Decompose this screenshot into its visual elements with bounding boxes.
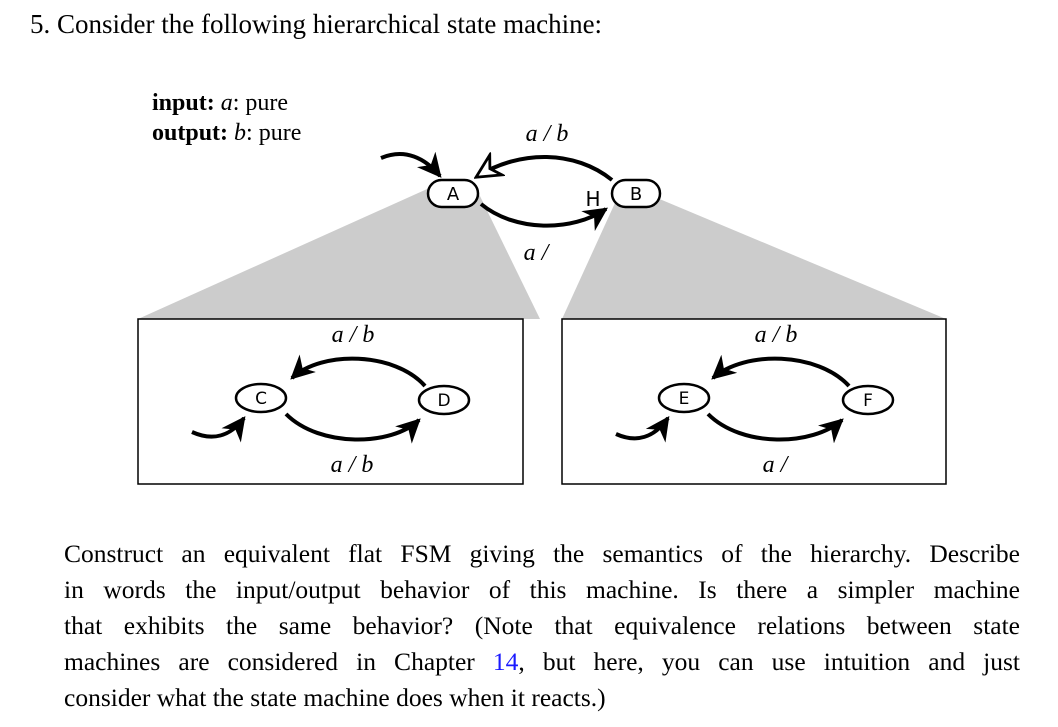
output-declaration: output: b: pure [152,118,301,148]
transition-A-to-B [479,202,608,232]
refinement-wedge-A [138,185,540,319]
output-type: : pure [246,120,302,146]
state-A-label: A [447,184,460,205]
question-line-2: in words the input/output behavior of th… [64,575,1020,604]
output-signal: b [234,120,247,146]
transition-E-to-F [706,412,844,444]
refinement-wedge-B [562,192,946,319]
transition-F-to-E [711,354,851,388]
transition-B-to-A [478,157,614,182]
question-line-1: Construct an equivalent flat FSM giving … [64,539,1020,568]
label-C-to-D: a / b [331,452,374,478]
chapter-link[interactable]: 14 [492,647,519,676]
initial-arrow-C [191,416,246,443]
input-signal: a [220,90,233,116]
output-keyword: output: [152,120,229,146]
label-B-to-A: a / b [526,121,569,147]
label-F-to-E: a / b [755,322,798,348]
question-line-5: consider what the state machine does whe… [64,683,606,712]
problem-heading: 5. Consider the following hierarchical s… [30,4,602,44]
state-E-label: E [679,389,690,409]
input-declaration: input: a: pure [152,88,288,118]
state-C: C [234,382,288,414]
label-D-to-C: a / b [332,322,375,348]
history-marker: H [585,187,600,211]
initial-arrow-A [380,151,442,178]
initial-arrow-E [615,416,670,443]
state-D-label: D [437,391,450,411]
state-C-label: C [255,389,267,409]
state-F: F [841,384,895,416]
question-line-4-end: , but here, you can use intuition and ju… [518,647,1021,676]
label-A-to-B: a / [524,240,551,266]
state-B-label: B [630,184,642,205]
state-F-label: F [863,391,873,411]
input-keyword: input: [152,90,215,116]
question-line-3: that exhibits the same behavior? (Note t… [64,611,1020,640]
question-line-4-start: machines are considered in Chapter [64,647,475,676]
transition-D-to-C [290,354,427,388]
state-D: D [417,384,471,416]
input-type: : pure [232,90,289,116]
problem-number: 5. [30,9,51,39]
label-E-to-F: a / [763,452,790,478]
question-line-4: machines are considered in Chapter 14, b… [64,644,1020,680]
state-B: B [610,178,662,209]
state-E: E [657,382,711,414]
state-A: A [426,178,480,209]
transition-C-to-D [284,412,421,444]
problem-title: Consider the following hierarchical stat… [57,9,603,39]
state-machine-diagram: A H B a / b a / C D a / b a / b E F a / … [137,121,947,485]
question-paragraph: Construct an equivalent flat FSM giving … [64,536,1020,716]
